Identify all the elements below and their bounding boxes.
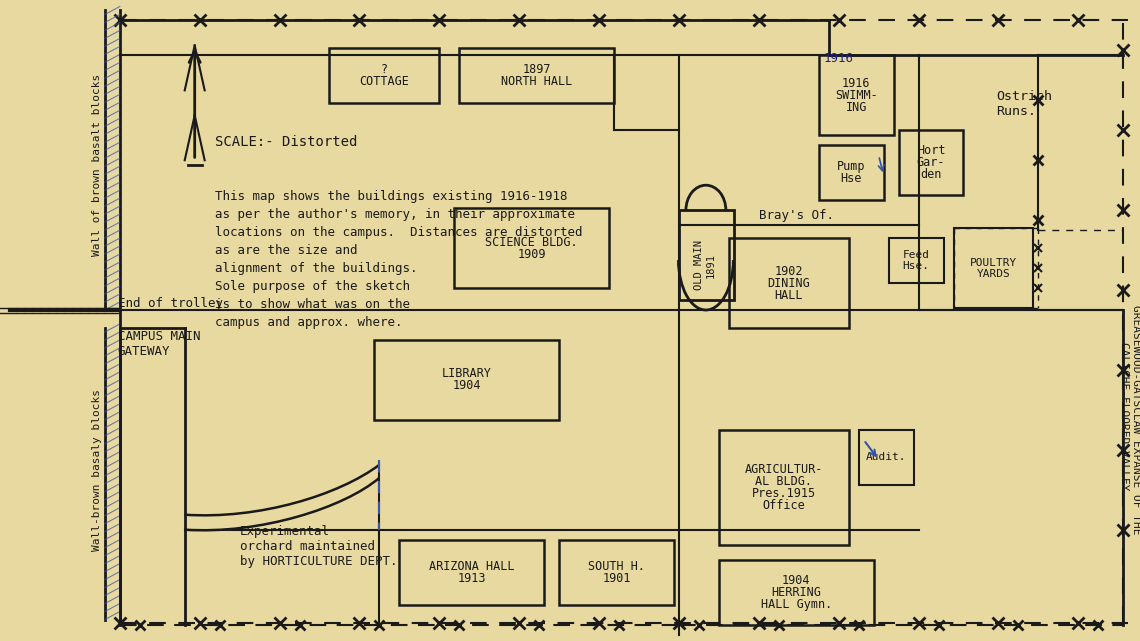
Text: POULTRY: POULTRY bbox=[970, 258, 1017, 267]
Text: ?: ? bbox=[381, 63, 388, 76]
Text: YARDS: YARDS bbox=[977, 269, 1010, 279]
Text: SCIENCE BLDG.: SCIENCE BLDG. bbox=[486, 236, 578, 249]
Bar bbox=[679, 210, 734, 300]
Bar bbox=[559, 540, 674, 604]
Text: 1916: 1916 bbox=[842, 77, 871, 90]
Text: 1897: 1897 bbox=[522, 63, 551, 76]
Bar bbox=[374, 340, 559, 420]
Text: CAMPUS MAIN
GATEWAY: CAMPUS MAIN GATEWAY bbox=[117, 330, 201, 358]
Bar bbox=[399, 540, 544, 604]
Text: Experimental
orchard maintained
by HORTICULTURE DEPT.: Experimental orchard maintained by HORTI… bbox=[239, 525, 397, 568]
Bar bbox=[898, 130, 963, 196]
Text: Bray's Of.: Bray's Of. bbox=[759, 209, 833, 222]
Text: Office: Office bbox=[763, 499, 805, 512]
Text: Hse: Hse bbox=[840, 172, 862, 185]
Bar bbox=[728, 238, 848, 328]
Text: Gar-: Gar- bbox=[917, 156, 945, 169]
Text: 1904: 1904 bbox=[782, 574, 811, 587]
Text: Ostrich
Runs.: Ostrich Runs. bbox=[996, 90, 1052, 119]
Text: 1909: 1909 bbox=[518, 247, 546, 261]
Text: GREASEWOOD-GATSCLAW EXPANSE OF THE
CALICHE-FLOORED VALLEY.: GREASEWOOD-GATSCLAW EXPANSE OF THE CALIC… bbox=[1119, 305, 1140, 535]
Text: NORTH HALL: NORTH HALL bbox=[502, 76, 572, 88]
Text: This map shows the buildings existing 1916-1918
as per the author's memory, in t: This map shows the buildings existing 19… bbox=[214, 190, 583, 329]
Text: Wall-brown basaly blocks: Wall-brown basaly blocks bbox=[92, 388, 101, 551]
Text: 1913: 1913 bbox=[457, 572, 486, 585]
Bar bbox=[329, 49, 439, 103]
Text: ARIZONA HALL: ARIZONA HALL bbox=[429, 560, 514, 572]
Text: LIBRARY: LIBRARY bbox=[442, 367, 491, 380]
Text: Pump: Pump bbox=[837, 160, 865, 173]
Text: SCALE:- Distorted: SCALE:- Distorted bbox=[214, 135, 357, 149]
Text: HALL Gymn.: HALL Gymn. bbox=[760, 597, 832, 611]
Text: SWIMM-: SWIMM- bbox=[834, 89, 878, 102]
Text: End of trolley: End of trolley bbox=[117, 297, 222, 310]
Text: 1902: 1902 bbox=[774, 265, 803, 278]
Text: 1904: 1904 bbox=[453, 379, 481, 392]
Text: AL BLDG.: AL BLDG. bbox=[756, 475, 813, 488]
Text: 1916: 1916 bbox=[824, 53, 854, 65]
Bar bbox=[953, 228, 1033, 308]
Bar bbox=[454, 208, 609, 288]
Bar bbox=[888, 238, 944, 283]
Text: Audit.: Audit. bbox=[866, 453, 906, 462]
Text: Pres.1915: Pres.1915 bbox=[751, 487, 816, 500]
Bar bbox=[719, 560, 873, 624]
Bar bbox=[459, 49, 614, 103]
Text: HALL: HALL bbox=[774, 288, 803, 301]
Bar bbox=[819, 146, 884, 200]
Text: Feed: Feed bbox=[903, 250, 929, 260]
Text: COTTAGE: COTTAGE bbox=[359, 76, 409, 88]
Text: ING: ING bbox=[846, 101, 866, 114]
Bar bbox=[719, 430, 848, 545]
Text: Wall of brown basalt blocks: Wall of brown basalt blocks bbox=[92, 74, 101, 256]
Text: 1901: 1901 bbox=[602, 572, 630, 585]
Text: SOUTH H.: SOUTH H. bbox=[588, 560, 645, 572]
Text: HERRING: HERRING bbox=[772, 586, 821, 599]
Text: Hort: Hort bbox=[917, 144, 945, 157]
Text: DINING: DINING bbox=[767, 276, 811, 290]
Text: OLD MAIN
1891: OLD MAIN 1891 bbox=[694, 240, 716, 290]
Bar bbox=[819, 55, 894, 135]
Text: den: den bbox=[920, 168, 942, 181]
Text: AGRICULTUR-: AGRICULTUR- bbox=[744, 463, 823, 476]
Text: Hse.: Hse. bbox=[903, 261, 929, 271]
Bar bbox=[858, 430, 913, 485]
